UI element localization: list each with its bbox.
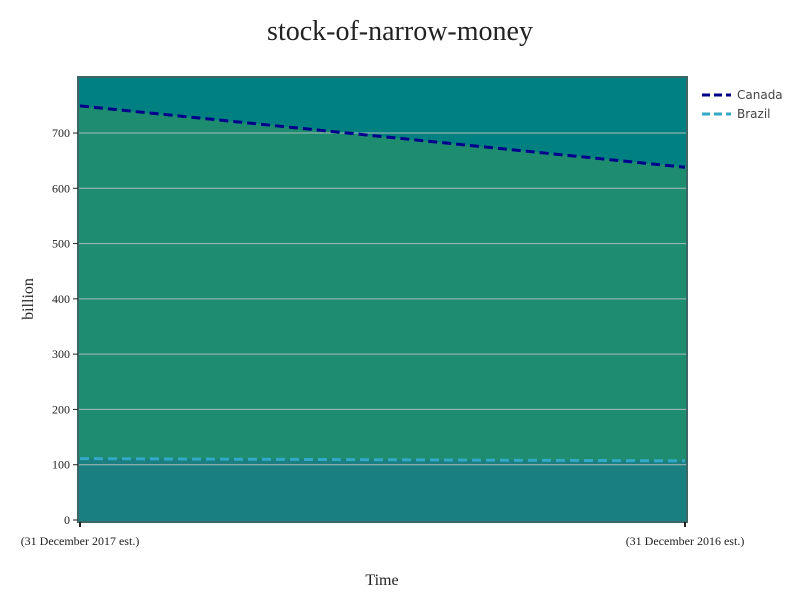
y-tick-label: 700: [52, 126, 70, 140]
series-line-canada: [79, 104, 686, 169]
y-tick-label: 100: [52, 458, 70, 472]
y-tick-label: 600: [52, 181, 70, 195]
legend-label: Canada: [737, 88, 783, 102]
y-tick-label: 300: [52, 347, 70, 361]
chart-title: stock-of-narrow-money: [267, 16, 533, 47]
series-lines: [79, 104, 686, 463]
area-canada: [78, 105, 687, 522]
legend-item-brazil[interactable]: Brazil: [702, 107, 771, 121]
x-axis-title: Time: [365, 572, 398, 589]
gridlines: [78, 132, 687, 466]
legend[interactable]: Canada Brazil: [702, 88, 783, 121]
y-tick-label: 500: [52, 237, 70, 251]
area-brazil: [78, 458, 687, 522]
series-line-brazil: [79, 457, 686, 463]
area-fills: [78, 105, 687, 522]
y-tick-label: 0: [64, 513, 70, 527]
plot-area: [77, 76, 688, 523]
legend-label: Brazil: [737, 107, 771, 121]
x-tick-label: (31 December 2017 est.): [21, 534, 140, 548]
y-tick-label: 400: [52, 292, 70, 306]
y-axis: 0 100 200 300 400 500 600 700: [52, 126, 78, 527]
y-tick-label: 200: [52, 402, 70, 416]
legend-item-canada[interactable]: Canada: [702, 88, 783, 102]
plot-border: [77, 76, 688, 523]
x-tick-label: (31 December 2016 est.): [626, 534, 745, 548]
y-axis-title: billion: [20, 278, 37, 320]
x-axis: (31 December 2017 est.) (31 December 2016…: [21, 522, 745, 548]
